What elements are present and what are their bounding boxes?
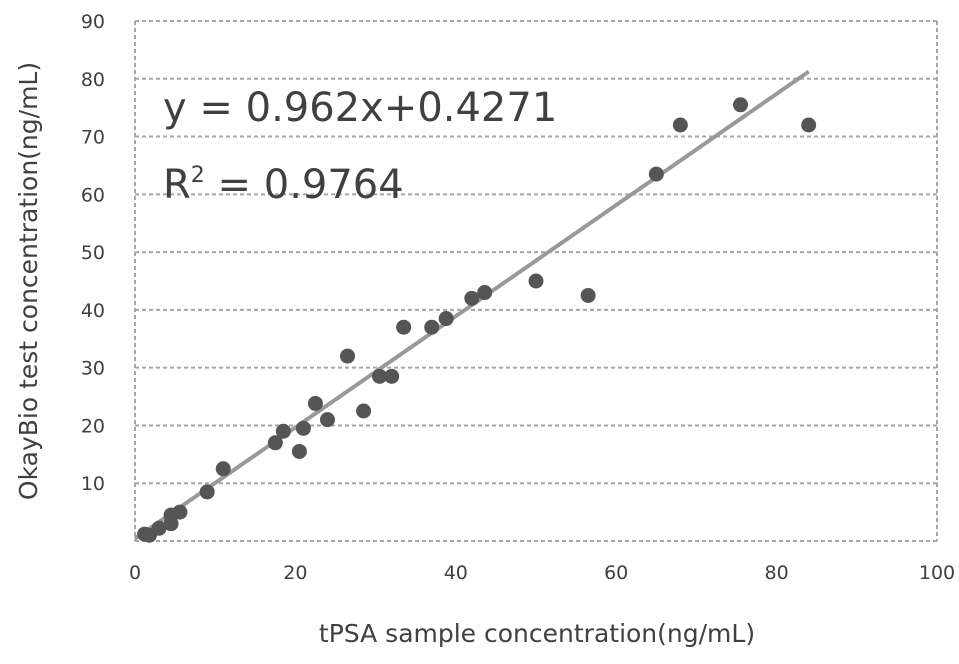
y-tick-label: 60 (81, 184, 105, 206)
r-squared-r: R (163, 162, 191, 208)
y-tick-label: 10 (81, 473, 105, 495)
data-point (384, 368, 400, 384)
data-point (340, 348, 356, 364)
r-squared-value: = 0.9764 (205, 162, 404, 208)
y-tick-label: 30 (81, 358, 105, 380)
x-axis-title: tPSA sample concentration(ng/mL) (319, 619, 755, 648)
y-tick-label: 70 (81, 127, 105, 149)
data-point (464, 290, 480, 306)
equation-label: y = 0.962x+0.4271 (163, 85, 557, 131)
r-squared-superscript: 2 (191, 163, 205, 188)
data-point (307, 395, 323, 411)
y-tick-label: 90 (81, 11, 105, 33)
x-tick-label: 0 (129, 562, 141, 584)
data-point (275, 423, 291, 439)
data-point (801, 117, 817, 133)
x-tick-label: 100 (919, 562, 955, 584)
data-point (151, 520, 167, 536)
data-point (396, 319, 412, 335)
data-point (267, 435, 283, 451)
data-point (733, 97, 749, 113)
y-tick-label: 50 (81, 242, 105, 264)
data-point (672, 117, 688, 133)
data-point (356, 403, 372, 419)
data-point (291, 443, 307, 459)
gridlines (134, 20, 938, 542)
y-tick-label: 20 (81, 415, 105, 437)
data-point (215, 461, 231, 477)
data-point (319, 412, 335, 428)
tick-labels: 0 20 40 60 80 100 10 20 30 40 50 60 70 80 90 (81, 11, 955, 584)
data-points (137, 97, 817, 543)
x-tick-label: 40 (444, 562, 468, 584)
x-tick-label: 80 (765, 562, 789, 584)
data-point (438, 311, 454, 327)
x-tick-label: 20 (283, 562, 307, 584)
x-tick-label: 60 (604, 562, 628, 584)
data-point (648, 166, 664, 182)
r-squared-label: R2 = 0.9764 (163, 162, 404, 208)
y-axis-title: OkayBio test concentration(ng/mL) (14, 62, 43, 500)
y-tick-label: 80 (81, 69, 105, 91)
data-point (199, 484, 215, 500)
data-point (295, 420, 311, 436)
data-point (477, 285, 493, 301)
data-point (172, 504, 188, 520)
data-point (580, 287, 596, 303)
y-tick-label: 40 (81, 300, 105, 322)
data-point (528, 273, 544, 289)
data-point (372, 368, 388, 384)
data-point (424, 319, 440, 335)
